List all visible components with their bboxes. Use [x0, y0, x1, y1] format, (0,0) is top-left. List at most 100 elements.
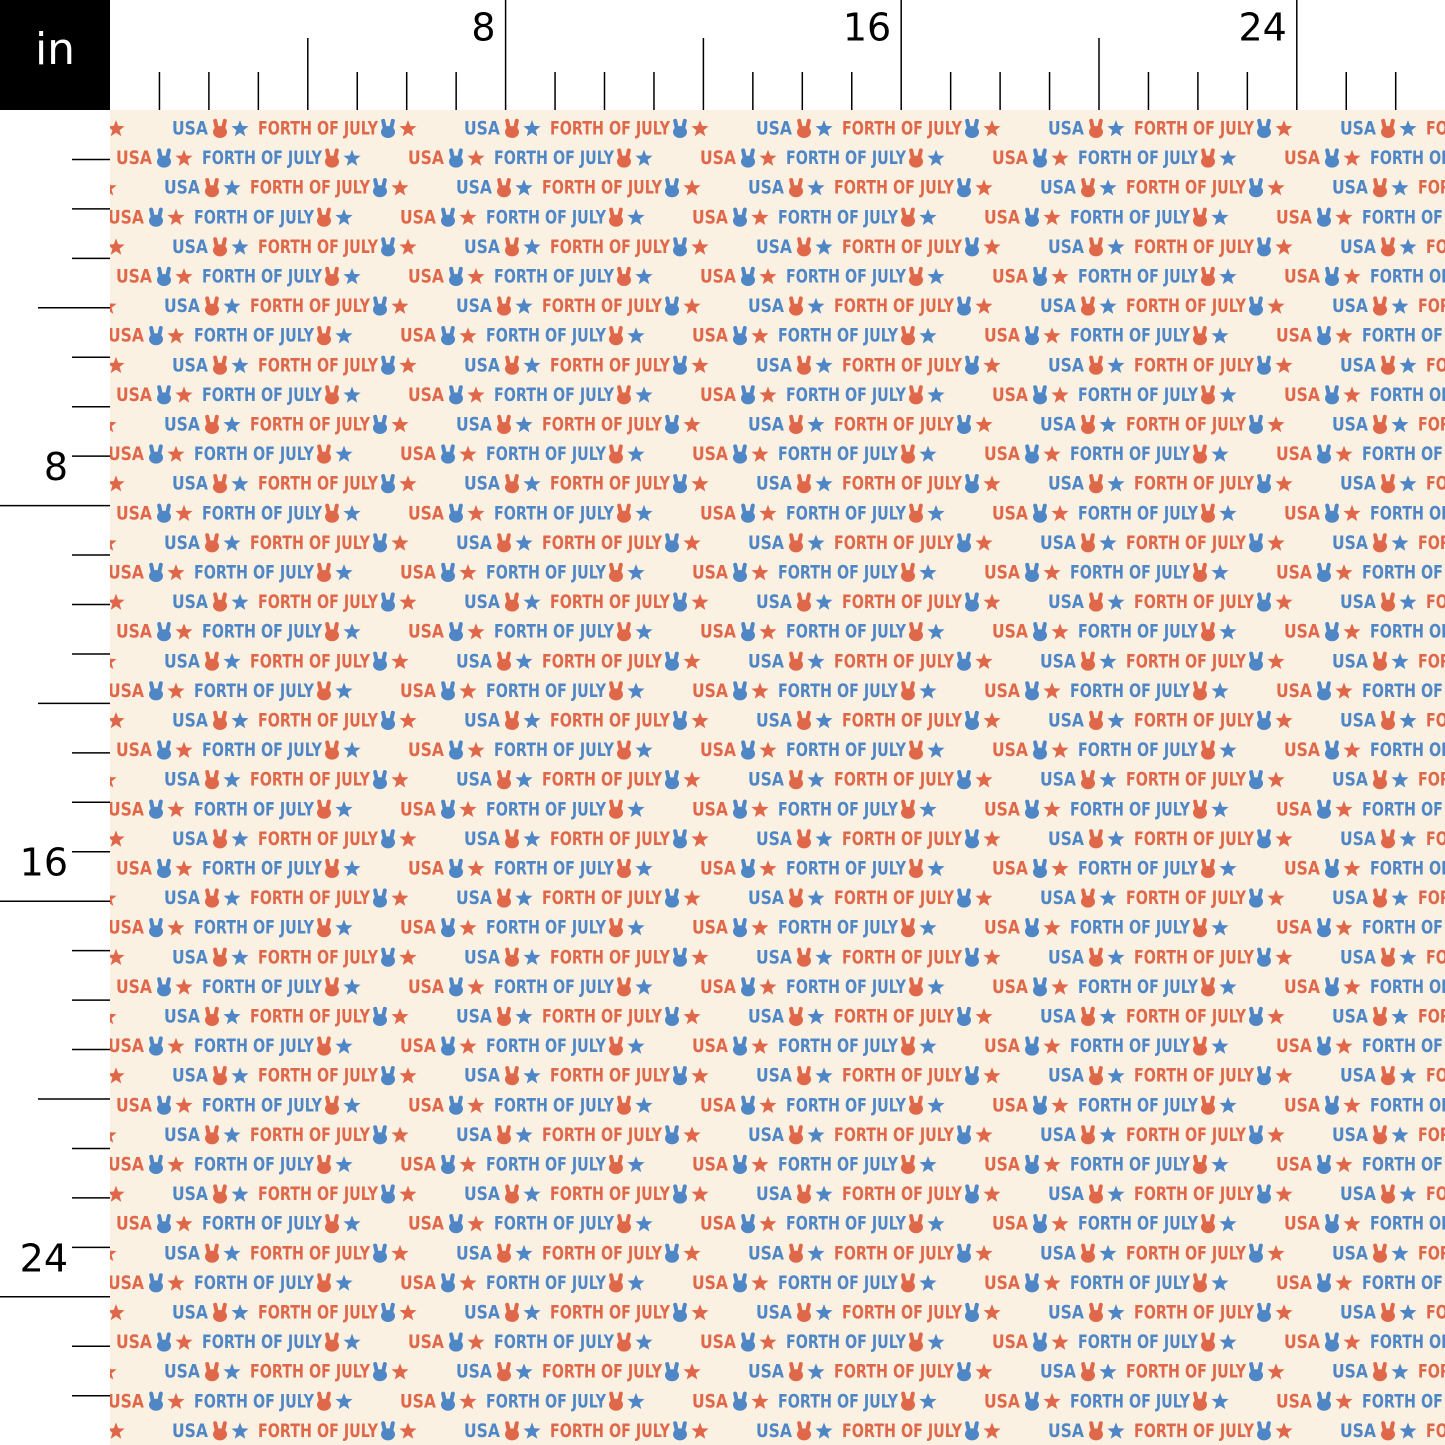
star-motif [635, 741, 653, 758]
forth-word: FORTH OF JULY [1362, 325, 1445, 347]
palm [1193, 688, 1207, 701]
star-motif [1099, 179, 1117, 196]
peace-hand-motif [505, 1184, 519, 1204]
usa-word: USA [1276, 1035, 1312, 1057]
palm [505, 836, 519, 849]
palm [213, 718, 227, 730]
palm [497, 303, 511, 316]
usa-word: USA [456, 177, 492, 199]
palm [505, 1191, 519, 1204]
peace-hand-motif [741, 740, 755, 760]
palm [617, 1102, 631, 1115]
star-motif [1051, 1096, 1069, 1114]
star-motif [231, 948, 249, 966]
forth-word: FORTH OF JULY [1418, 1242, 1445, 1264]
peace-hand-motif [733, 444, 747, 464]
palm [609, 1280, 623, 1293]
usa-word: USA [1340, 236, 1376, 258]
forth-word: FORTH OF JULY [778, 1390, 898, 1412]
star-motif [223, 179, 241, 196]
usa-word: USA [1340, 354, 1376, 376]
palm [449, 1339, 463, 1352]
palm [325, 629, 339, 642]
peace-hand-motif [1257, 237, 1271, 257]
palm [1089, 362, 1103, 375]
peace-hand-motif [1089, 829, 1103, 849]
forth-word: FORTH OF JULY [494, 502, 614, 524]
forth-word: FORTH OF JULY [194, 1154, 314, 1176]
usa-word: USA [692, 1035, 728, 1057]
peace-hand-motif [1317, 918, 1331, 938]
peace-hand-motif [909, 385, 923, 405]
peace-hand-motif [909, 858, 923, 878]
peace-hand-motif [1089, 592, 1103, 612]
star-motif [919, 1156, 937, 1173]
palm [673, 718, 687, 730]
usa-word: USA [456, 295, 492, 317]
peace-hand-motif [909, 1214, 923, 1234]
usa-word: USA [164, 414, 200, 436]
forth-word: FORTH OF JULY [250, 177, 370, 199]
palm [317, 688, 331, 701]
usa-word: USA [984, 1390, 1020, 1412]
star-motif [635, 149, 653, 166]
peace-hand-motif [741, 266, 755, 286]
palm [617, 510, 631, 523]
forth-word: FORTH OF JULY [1126, 414, 1246, 436]
palm [741, 274, 755, 286]
star-motif [523, 830, 541, 847]
forth-word: FORTH OF JULY [542, 295, 662, 317]
forth-word: FORTH OF JULY [1078, 384, 1198, 406]
peace-hand-motif [505, 947, 519, 967]
peace-hand-motif [673, 474, 687, 494]
peace-hand-motif [381, 1066, 395, 1086]
palm [205, 658, 219, 671]
star-motif [751, 800, 769, 818]
palm [1033, 866, 1047, 878]
peace-hand-motif [1033, 1095, 1047, 1115]
star-motif [1267, 771, 1285, 788]
star-motif [335, 445, 353, 462]
usa-word: USA [108, 1272, 144, 1294]
palm [909, 392, 923, 405]
palm [909, 866, 923, 878]
star-motif [627, 445, 645, 462]
star-motif [1267, 534, 1285, 551]
palm [901, 925, 915, 938]
usa-word: USA [1276, 1272, 1312, 1294]
forth-word: FORTH OF JULY [1426, 354, 1445, 376]
star-motif [927, 860, 945, 877]
palm [497, 1369, 511, 1382]
star-motif [1335, 800, 1353, 818]
palm [1381, 481, 1395, 494]
usa-word: USA [1276, 1390, 1312, 1412]
star-motif [1399, 948, 1417, 966]
palm [1325, 274, 1339, 286]
palm [205, 777, 219, 790]
forth-word: FORTH OF JULY [1426, 1302, 1445, 1324]
star-motif [927, 623, 945, 640]
star-motif [751, 327, 769, 344]
usa-word: USA [1340, 1302, 1376, 1324]
forth-word: FORTH OF JULY [258, 946, 378, 968]
palm [381, 954, 395, 967]
forth-word: FORTH OF JULY [550, 236, 670, 258]
forth-word: FORTH OF JULY [494, 1331, 614, 1353]
palm [205, 303, 219, 316]
peace-hand-motif [1201, 503, 1215, 523]
peace-hand-motif [205, 651, 219, 671]
peace-hand-motif [1025, 1154, 1039, 1174]
forth-word: FORTH OF JULY [494, 384, 614, 406]
forth-word: FORTH OF JULY [1070, 562, 1190, 584]
peace-hand-motif [617, 1214, 631, 1234]
usa-word: USA [1332, 1361, 1368, 1383]
star-motif [515, 771, 533, 788]
star-motif [515, 1244, 533, 1262]
usa-word: USA [1284, 1213, 1320, 1235]
palm [901, 1280, 915, 1293]
peace-hand-motif [1317, 681, 1331, 701]
peace-hand-motif [901, 1154, 915, 1174]
star-motif [523, 120, 541, 137]
star-motif [635, 860, 653, 877]
forth-word: FORTH OF JULY [1126, 769, 1246, 791]
